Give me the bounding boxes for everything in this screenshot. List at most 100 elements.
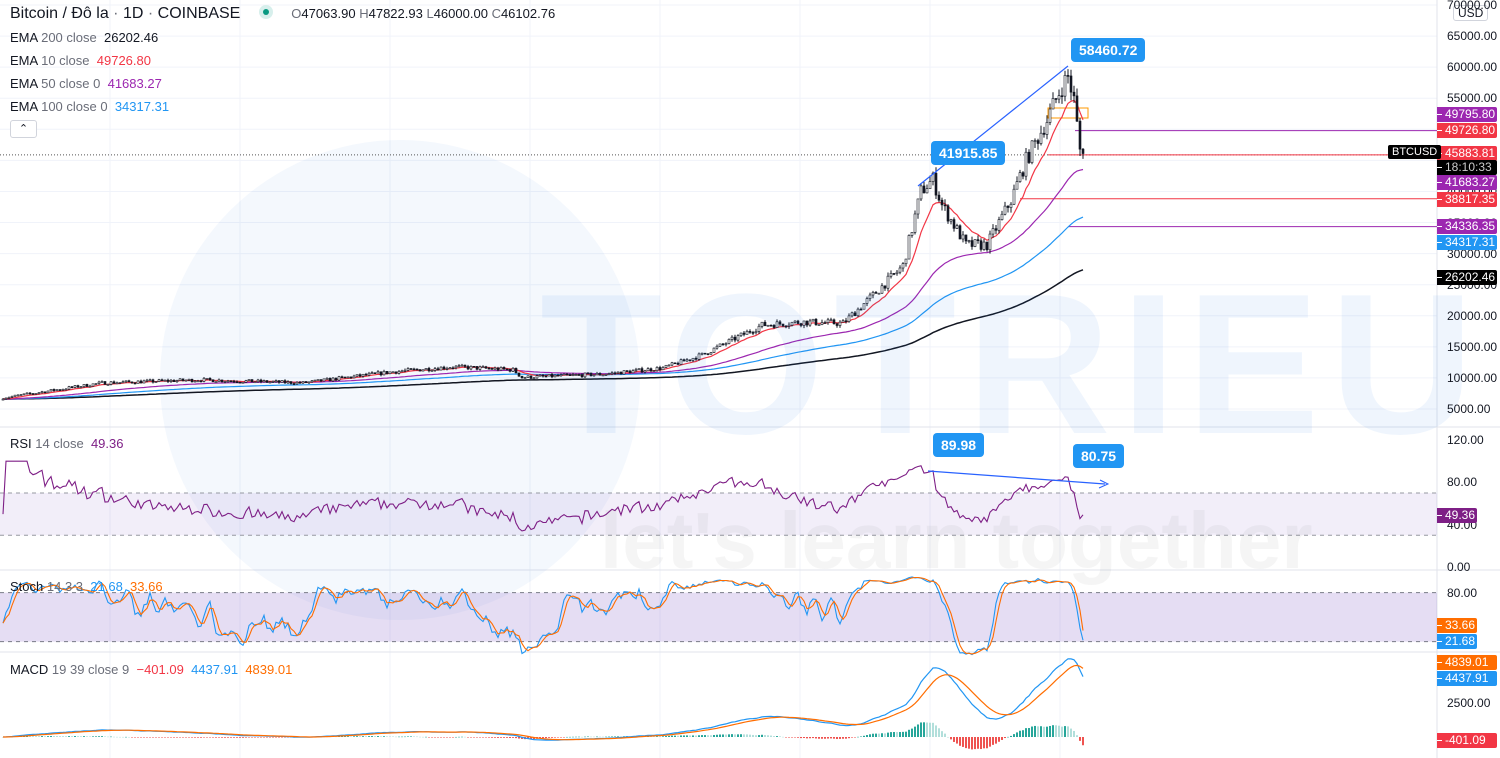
symbol-name[interactable]: Bitcoin / Đô la (10, 5, 109, 22)
currency-button[interactable]: USD (1453, 5, 1489, 21)
macd-histogram-bar (425, 736, 427, 738)
macd-histogram-bar (377, 736, 379, 737)
macd-histogram-bar (395, 736, 397, 738)
macd-histogram-bar (722, 734, 724, 737)
macd-histogram-bar (59, 736, 61, 737)
macd-histogram-bar (914, 726, 916, 737)
candle (856, 308, 860, 317)
macd-histogram-bar (905, 731, 907, 737)
macd-histogram-bar (593, 736, 595, 738)
macd-histogram-bar (719, 734, 721, 737)
macd-histogram-bar (161, 737, 163, 738)
macd-histogram-bar (824, 737, 826, 739)
candle (712, 347, 716, 353)
collapse-legend-button[interactable]: ⌃ (10, 120, 37, 138)
candle (655, 367, 659, 371)
candle (190, 378, 194, 383)
candle (967, 240, 971, 242)
candle (484, 366, 488, 369)
macd-histogram-bar (1007, 736, 1009, 738)
candle (442, 366, 446, 370)
candle (46, 390, 50, 394)
candle (859, 308, 863, 311)
candle (904, 258, 908, 264)
price-tag: 49726.80 (1437, 123, 1497, 138)
candle (385, 371, 389, 374)
candle (583, 372, 587, 378)
candle (211, 379, 215, 383)
candle (193, 380, 197, 383)
ema-50-line (2, 168, 1084, 400)
macd-histogram-bar (599, 736, 601, 738)
macd-histogram-bar (620, 736, 622, 737)
candle (868, 294, 872, 299)
macd-histogram-bar (902, 731, 904, 737)
candle (88, 385, 92, 388)
macd-histogram-bar (71, 736, 73, 737)
candle (67, 386, 71, 390)
candle (658, 367, 662, 371)
candle (631, 370, 635, 374)
macd-histogram-bar (803, 737, 805, 739)
macd-histogram-bar (581, 736, 583, 738)
macd-histogram-bar (1034, 725, 1036, 737)
candle (376, 371, 380, 374)
macd-histogram-bar (158, 737, 160, 738)
candle (319, 379, 323, 382)
macd-histogram-bar (998, 737, 1000, 742)
candle (229, 380, 233, 383)
macd-histogram-bar (173, 737, 175, 738)
macd-histogram-bar (887, 732, 889, 737)
macd-histogram-bar (494, 737, 496, 738)
macd-histogram-bar (659, 736, 661, 737)
candle (826, 319, 830, 323)
macd-histogram-bar (707, 735, 709, 737)
macd-histogram-bar (1001, 737, 1003, 740)
candle (43, 391, 47, 394)
macd-histogram-bar (251, 737, 253, 738)
interval[interactable]: 1D (122, 5, 144, 22)
macd-histogram-bar (734, 734, 736, 737)
macd-histogram-bar (560, 737, 562, 738)
candle (526, 375, 530, 378)
candle (340, 376, 344, 379)
macd-histogram-bar (662, 736, 664, 737)
candle (283, 380, 287, 384)
macd-histogram-bar (605, 736, 607, 738)
macd-histogram-bar (83, 736, 85, 737)
candle (571, 374, 575, 376)
candle (703, 352, 707, 355)
macd-histogram-bar (542, 737, 544, 739)
candle (28, 392, 32, 395)
candle (1015, 181, 1019, 190)
stoch-k-line (2, 576, 1084, 656)
candle (301, 381, 305, 384)
candle (691, 357, 695, 361)
macd-histogram-bar (287, 737, 289, 738)
candle (76, 385, 80, 388)
macd-histogram-bar (404, 736, 406, 738)
macd-histogram-bar (893, 732, 895, 737)
candle (460, 364, 464, 367)
candle (199, 380, 203, 383)
macd-histogram-bar (761, 734, 763, 737)
candle (883, 285, 887, 289)
candle (1009, 203, 1013, 208)
candle (538, 374, 542, 377)
candle (754, 331, 758, 333)
candle (1069, 75, 1073, 93)
macd-histogram-bar (65, 736, 67, 737)
macd-histogram-bar (464, 736, 466, 738)
macd-histogram-bar (1043, 726, 1045, 737)
candle (394, 371, 398, 374)
macd-histogram-bar (212, 737, 214, 738)
macd-histogram-bar (128, 736, 130, 738)
macd-histogram-bar (587, 736, 589, 738)
candle (274, 380, 278, 383)
candle (976, 239, 980, 242)
candle (1045, 122, 1049, 135)
macd-histogram-bar (278, 737, 280, 738)
macd-histogram-bar (554, 737, 556, 738)
candle (1, 398, 5, 401)
